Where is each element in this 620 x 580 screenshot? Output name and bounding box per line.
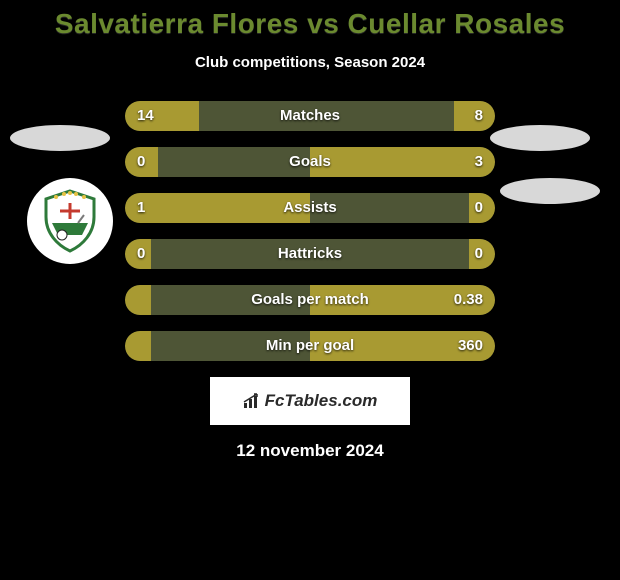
stat-label: Assists	[125, 193, 495, 223]
stat-label: Goals	[125, 147, 495, 177]
datestamp: 12 november 2024	[0, 441, 620, 461]
brand-text: FcTables.com	[265, 391, 378, 411]
brand-logo: FcTables.com	[243, 391, 378, 411]
page-title: Salvatierra Flores vs Cuellar Rosales	[0, 8, 620, 40]
stat-row: 0 Goals 3	[125, 147, 495, 177]
player-flag-left	[10, 125, 110, 151]
club-crest-left	[27, 178, 113, 264]
subtitle: Club competitions, Season 2024	[0, 54, 620, 71]
comparison-card: Salvatierra Flores vs Cuellar Rosales Cl…	[0, 0, 620, 580]
player-flag-right	[490, 125, 590, 151]
bars-growth-icon	[243, 393, 263, 409]
stat-label: Goals per match	[125, 285, 495, 315]
shield-icon	[36, 187, 104, 255]
player-flag-right-2	[500, 178, 600, 204]
stat-row: 14 Matches 8	[125, 101, 495, 131]
stat-value-right: 0	[475, 239, 483, 269]
stat-row: 0 Hattricks 0	[125, 239, 495, 269]
stat-label: Matches	[125, 101, 495, 131]
stat-value-right: 0	[475, 193, 483, 223]
stat-value-right: 360	[458, 331, 483, 361]
stat-row: Min per goal 360	[125, 331, 495, 361]
stats-block: 14 Matches 8 0 Goals 3 1 Assists 0 0 Hat…	[125, 101, 495, 361]
stat-label: Hattricks	[125, 239, 495, 269]
stat-row: Goals per match 0.38	[125, 285, 495, 315]
stat-value-right: 0.38	[454, 285, 483, 315]
stat-row: 1 Assists 0	[125, 193, 495, 223]
footer-brand-box: FcTables.com	[210, 377, 410, 425]
stat-label: Min per goal	[125, 331, 495, 361]
stat-value-right: 3	[475, 147, 483, 177]
stat-value-right: 8	[475, 101, 483, 131]
